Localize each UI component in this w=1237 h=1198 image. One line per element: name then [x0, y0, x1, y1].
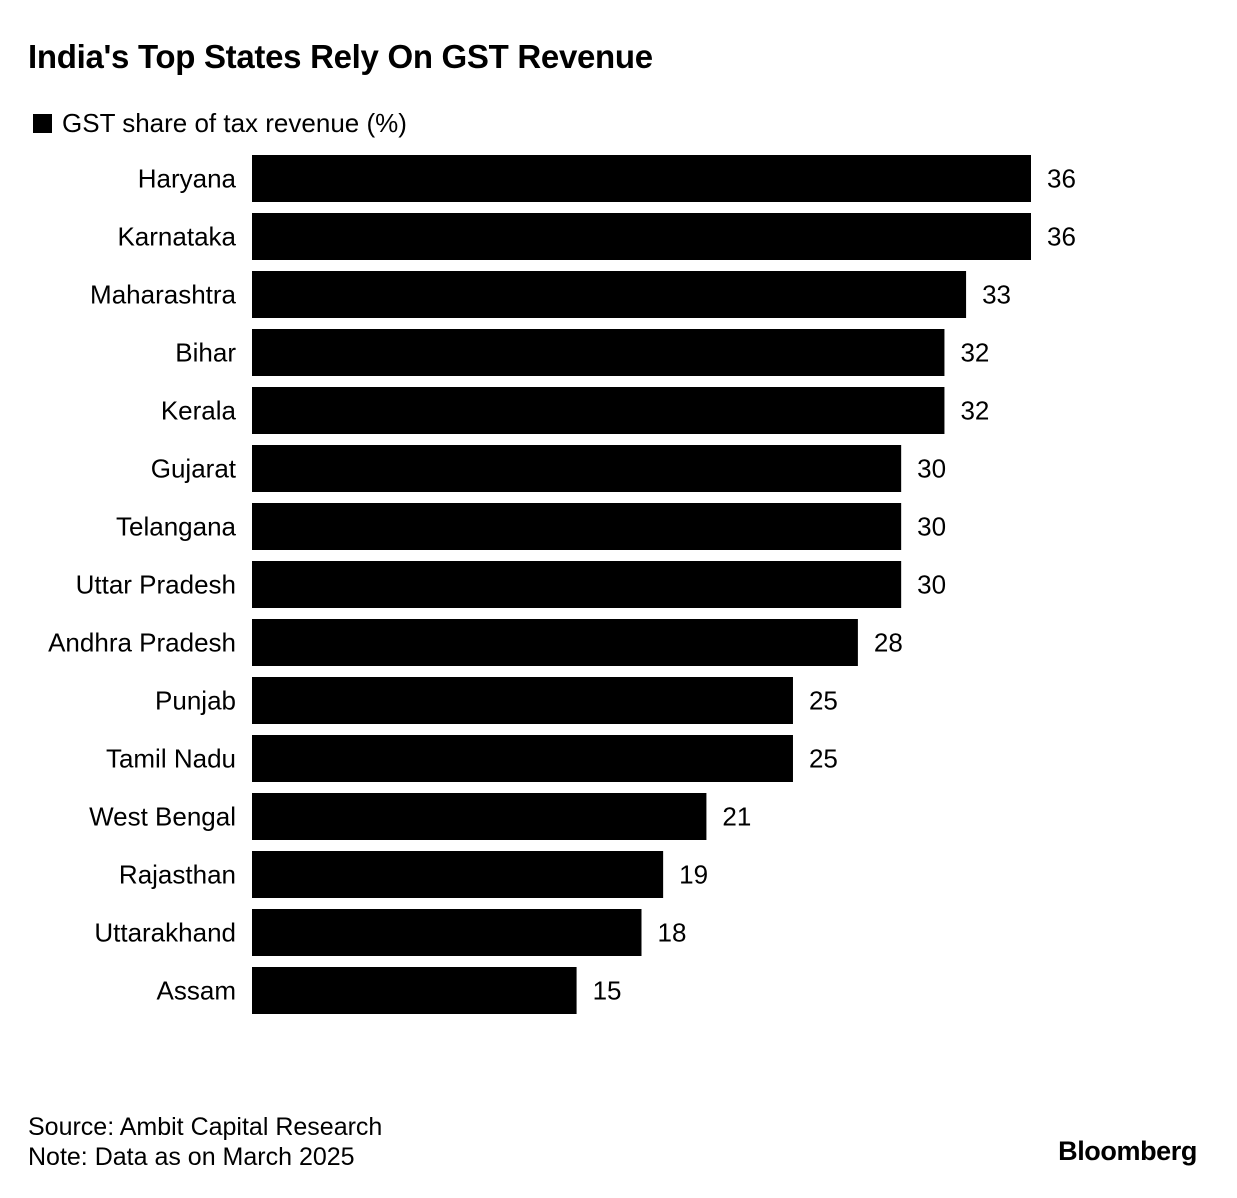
bar: [252, 793, 707, 840]
category-label: Gujarat: [151, 454, 237, 484]
category-label: Punjab: [155, 686, 236, 716]
value-label: 30: [917, 570, 946, 600]
bar: [252, 329, 945, 376]
value-label: 25: [809, 686, 838, 716]
category-label: Tamil Nadu: [106, 744, 236, 774]
chart-title: India's Top States Rely On GST Revenue: [28, 38, 653, 75]
data-note: Note: Data as on March 2025: [28, 1143, 355, 1171]
category-label: Bihar: [175, 338, 236, 368]
category-label: Rajasthan: [119, 860, 236, 890]
legend-swatch: [33, 113, 52, 133]
bar: [252, 213, 1031, 260]
bloomberg-logo: Bloomberg: [1058, 1136, 1197, 1166]
value-label: 19: [679, 860, 708, 890]
category-label: Andhra Pradesh: [48, 628, 236, 658]
bar: [252, 851, 664, 898]
category-label: Haryana: [138, 164, 237, 194]
value-label: 32: [960, 396, 989, 426]
category-label: Telangana: [116, 512, 237, 542]
bar: [252, 155, 1031, 202]
category-label: West Bengal: [89, 802, 236, 832]
value-label: 15: [593, 976, 622, 1006]
category-label: Uttar Pradesh: [76, 570, 236, 600]
legend-label: GST share of tax revenue (%): [62, 107, 407, 138]
bar-chart: Haryana 36 Karnataka 36 Maharashtra 33 Bihar 32…: [48, 155, 1076, 1014]
category-label: Kerala: [161, 396, 237, 426]
value-label: 30: [917, 454, 946, 484]
value-label: 36: [1047, 164, 1076, 194]
value-label: 28: [874, 628, 903, 658]
bar: [252, 735, 793, 782]
category-label: Maharashtra: [90, 280, 236, 310]
category-label: Karnataka: [117, 222, 236, 252]
bar: [252, 503, 902, 550]
bar: [252, 909, 642, 956]
value-label: 30: [917, 512, 946, 542]
footer: Source: Ambit Capital Research Note: Dat…: [28, 1112, 382, 1172]
bar: [252, 561, 902, 608]
bar: [252, 619, 858, 666]
value-label: 21: [722, 802, 751, 832]
value-label: 18: [658, 918, 687, 948]
value-label: 25: [809, 744, 838, 774]
bar: [252, 271, 967, 318]
bar: [252, 445, 902, 492]
bar: [252, 677, 793, 724]
category-label: Assam: [157, 976, 236, 1006]
category-label: Uttarakhand: [94, 918, 236, 948]
bar: [252, 387, 945, 434]
bar: [252, 967, 577, 1014]
value-label: 36: [1047, 222, 1076, 252]
value-label: 33: [982, 280, 1011, 310]
source-note: Source: Ambit Capital Research: [28, 1113, 383, 1141]
legend: GST share of tax revenue (%): [33, 108, 407, 138]
value-label: 32: [960, 338, 989, 368]
